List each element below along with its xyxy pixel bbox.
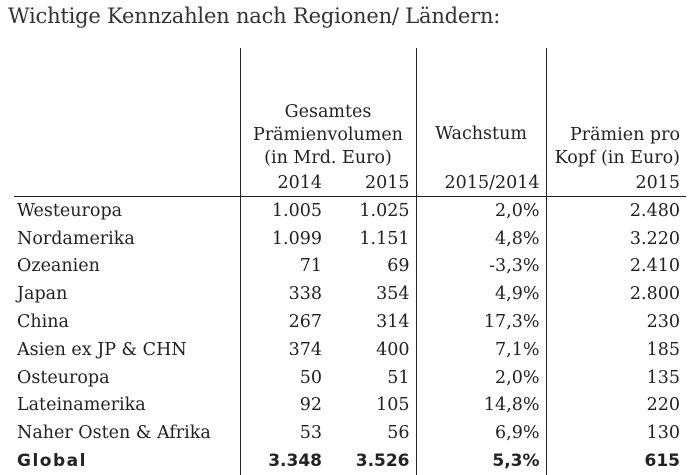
total-growth-cell: 5,3% <box>415 447 547 475</box>
region-cell: Nordamerika <box>17 228 135 249</box>
region-cell: Westeuropa <box>17 200 123 221</box>
volume-2015-cell: 400 <box>376 339 410 360</box>
volume-2015-cell: 51 <box>387 367 410 388</box>
page-title: Wichtige Kennzahlen nach Regionen/ Lände… <box>8 4 501 28</box>
header-region-blank <box>14 48 240 172</box>
header-per-capita: Prämien pro Kopf (in Euro) <box>545 48 687 172</box>
growth-cell: 6,9% <box>415 419 547 448</box>
volume-2014-cell: 71 <box>239 252 328 281</box>
per-capita-cell: 230 <box>545 308 687 336</box>
total-volume-2015-cell: 3.526 <box>355 451 410 472</box>
header-year-2015: 2015 <box>328 172 417 197</box>
volume-2014-cell: 92 <box>239 391 328 420</box>
volume-2014-cell: 374 <box>239 335 328 364</box>
volume-2015-cell: 105 <box>376 395 410 416</box>
per-capita-cell: 3.220 <box>545 224 687 253</box>
growth-cell: -3,3% <box>415 252 547 281</box>
volume-2015-cell: 69 <box>387 256 410 277</box>
volume-2015-cell: 56 <box>387 423 410 444</box>
header-year-blank <box>14 172 240 197</box>
region-cell: Lateinamerika <box>17 395 146 416</box>
volume-2014-cell: 50 <box>239 363 328 392</box>
header-per-capita-year: 2015 <box>545 172 687 197</box>
region-cell: Japan <box>17 284 68 305</box>
growth-cell: 14,8% <box>415 391 547 420</box>
volume-2015-cell: 1.025 <box>359 200 410 221</box>
volume-2014-cell: 53 <box>239 419 328 448</box>
growth-cell: 4,8% <box>415 224 547 253</box>
volume-2014-cell: 1.005 <box>239 196 328 225</box>
table-row: Osteuropa 50 51 2,0% 135 <box>14 363 687 392</box>
volume-2014-cell: 267 <box>239 308 328 336</box>
volume-2015-cell: 1.151 <box>359 228 410 249</box>
year-header-row: 2014 2015 2015/2014 2015 <box>14 172 687 197</box>
key-figures-table: Gesamtes Prämienvolumen (in Mrd. Euro) W… <box>14 48 687 475</box>
header-premium-volume: Gesamtes Prämienvolumen (in Mrd. Euro) <box>239 48 417 172</box>
per-capita-cell: 220 <box>545 391 687 420</box>
header-row: Gesamtes Prämienvolumen (in Mrd. Euro) W… <box>14 48 687 172</box>
per-capita-cell: 2.480 <box>545 196 687 225</box>
table-row: China 267 314 17,3% 230 <box>14 308 687 336</box>
region-cell: Naher Osten & Afrika <box>17 423 211 444</box>
table-row: Asien ex JP & CHN 374 400 7,1% 185 <box>14 335 687 364</box>
table-row: Lateinamerika 92 105 14,8% 220 <box>14 391 687 420</box>
table-row: Naher Osten & Afrika 53 56 6,9% 130 <box>14 419 687 448</box>
table-row: Westeuropa 1.005 1.025 2,0% 2.480 <box>14 196 687 225</box>
volume-2015-cell: 354 <box>376 284 410 305</box>
table-row: Ozeanien 71 69 -3,3% 2.410 <box>14 252 687 281</box>
per-capita-cell: 130 <box>545 419 687 448</box>
header-year-2014: 2014 <box>239 172 328 197</box>
per-capita-cell: 2.800 <box>545 280 687 309</box>
total-region-cell: Global <box>17 451 87 472</box>
header-growth: Wachstum <box>415 48 547 172</box>
table-row: Nordamerika 1.099 1.151 4,8% 3.220 <box>14 224 687 253</box>
growth-cell: 2,0% <box>415 196 547 225</box>
volume-2014-cell: 338 <box>239 280 328 309</box>
volume-2014-cell: 1.099 <box>239 224 328 253</box>
region-cell: Osteuropa <box>17 367 110 388</box>
total-volume-2014-cell: 3.348 <box>239 447 328 475</box>
table-row: Japan 338 354 4,9% 2.800 <box>14 280 687 309</box>
growth-cell: 7,1% <box>415 335 547 364</box>
region-cell: Ozeanien <box>17 256 100 277</box>
header-growth-period: 2015/2014 <box>415 172 547 197</box>
volume-2015-cell: 314 <box>376 312 410 333</box>
per-capita-cell: 2.410 <box>545 252 687 281</box>
region-cell: China <box>17 312 69 333</box>
growth-cell: 17,3% <box>415 308 547 336</box>
total-row: Global 3.348 3.526 5,3% 615 <box>14 447 687 475</box>
per-capita-cell: 185 <box>545 335 687 364</box>
total-per-capita-cell: 615 <box>545 447 687 475</box>
growth-cell: 4,9% <box>415 280 547 309</box>
region-cell: Asien ex JP & CHN <box>17 339 187 360</box>
growth-cell: 2,0% <box>415 363 547 392</box>
per-capita-cell: 135 <box>545 363 687 392</box>
